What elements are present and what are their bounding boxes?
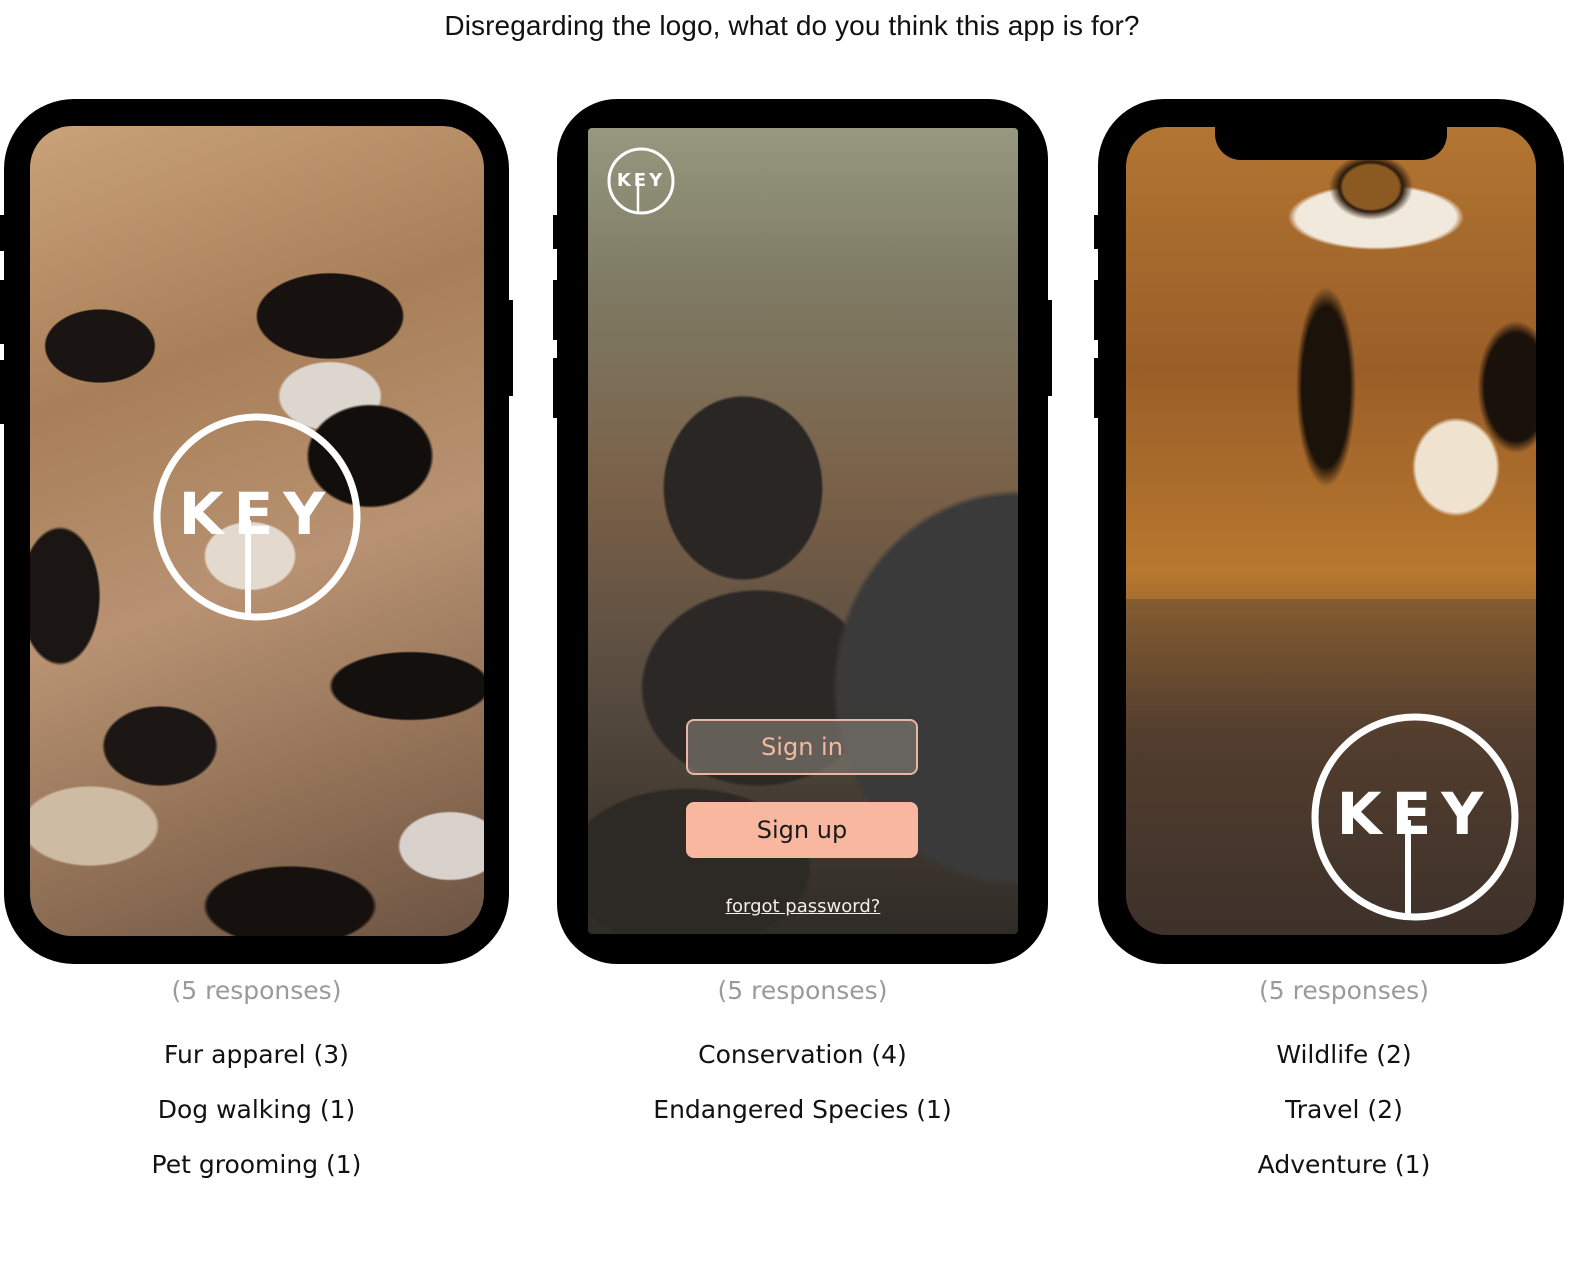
phone-1-caption: (5 responses) Fur apparel (3) Dog walkin… — [4, 972, 509, 1192]
response-count: (5 responses) — [1259, 976, 1429, 1005]
answer-item: Wildlife (2) — [1276, 1040, 1412, 1069]
phone-side-button — [0, 360, 6, 424]
splash-screen-tiger: KEY — [1126, 127, 1536, 935]
login-screen-gorilla: KEY Sign in Sign up forgot password? — [588, 128, 1018, 934]
phone-3-caption: (5 responses) Wildlife (2) Travel (2) Ad… — [1108, 972, 1580, 1192]
answer-item: Fur apparel (3) — [164, 1040, 349, 1069]
phone-side-button — [1094, 215, 1100, 249]
forgot-password-link[interactable]: forgot password? — [725, 896, 881, 917]
splash-screen-fur: KEY — [30, 126, 484, 936]
phone-notch — [1215, 118, 1447, 160]
answer-item: Adventure (1) — [1257, 1150, 1431, 1179]
sign-up-button[interactable]: Sign up — [686, 802, 918, 858]
phone-side-button — [553, 358, 559, 418]
phone-2-caption: (5 responses) Conservation (4) Endangere… — [557, 972, 1048, 1137]
response-count: (5 responses) — [717, 976, 888, 1005]
sign-in-button[interactable]: Sign in — [686, 719, 918, 775]
answer-item: Pet grooming (1) — [151, 1150, 362, 1179]
phone-side-button — [507, 300, 513, 396]
phone-side-button — [0, 215, 6, 251]
answer-item: Travel (2) — [1285, 1095, 1403, 1124]
phone-side-button — [553, 215, 559, 249]
key-logo: KEY — [1310, 712, 1520, 922]
phone-side-button — [1046, 300, 1052, 396]
phone-side-button — [0, 280, 6, 344]
answer-item: Conservation (4) — [698, 1040, 907, 1069]
key-logo: KEY — [606, 146, 676, 216]
phone-side-button — [1094, 358, 1100, 418]
key-logo-text: KEY — [617, 170, 665, 191]
phone-side-button — [553, 280, 559, 340]
answer-item: Dog walking (1) — [157, 1095, 356, 1124]
phone-side-button — [1094, 280, 1100, 340]
key-logo-text: KEY — [1337, 780, 1494, 848]
answer-item: Endangered Species (1) — [653, 1095, 952, 1124]
key-logo: KEY — [152, 412, 362, 622]
survey-question: Disregarding the logo, what do you think… — [444, 10, 1140, 41]
key-logo-text: KEY — [179, 480, 336, 548]
response-count: (5 responses) — [171, 976, 342, 1005]
